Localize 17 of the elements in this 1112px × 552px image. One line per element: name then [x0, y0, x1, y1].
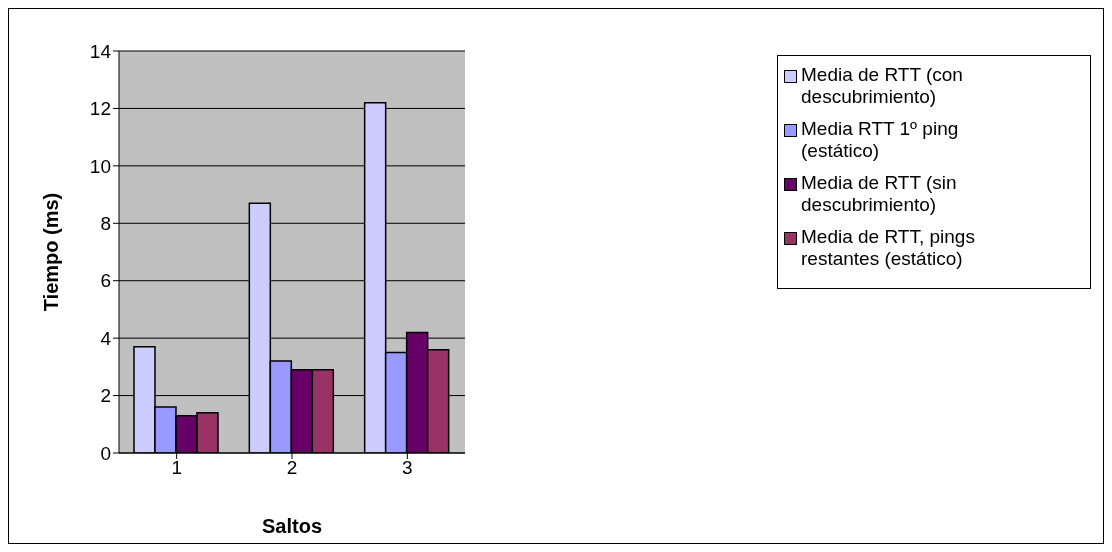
- y-axis-title: Tiempo (ms): [40, 192, 63, 312]
- legend-label: Media de RTT (con descubrimiento): [801, 64, 964, 108]
- y-tick-label: 8: [100, 213, 111, 235]
- y-tick-label: 10: [89, 155, 111, 177]
- legend-label: Media de RTT (sin descubrimiento): [801, 172, 958, 216]
- y-tick-label: 12: [89, 98, 111, 120]
- y-tick-label: 4: [100, 327, 112, 349]
- y-tick-label: 14: [89, 40, 112, 62]
- x-axis-title: Saltos: [261, 515, 323, 537]
- legend-label: Media de RTT, pings restantes (estático): [801, 226, 976, 270]
- x-tick-label: 1: [171, 457, 182, 479]
- x-tick-label: 2: [286, 457, 298, 479]
- y-tick-label: 0: [100, 442, 111, 464]
- legend-label: Media RTT 1º ping (estático): [801, 118, 960, 162]
- x-tick-label: 3: [402, 457, 413, 479]
- y-tick-label: 6: [100, 270, 111, 292]
- y-tick-label: 2: [100, 385, 111, 407]
